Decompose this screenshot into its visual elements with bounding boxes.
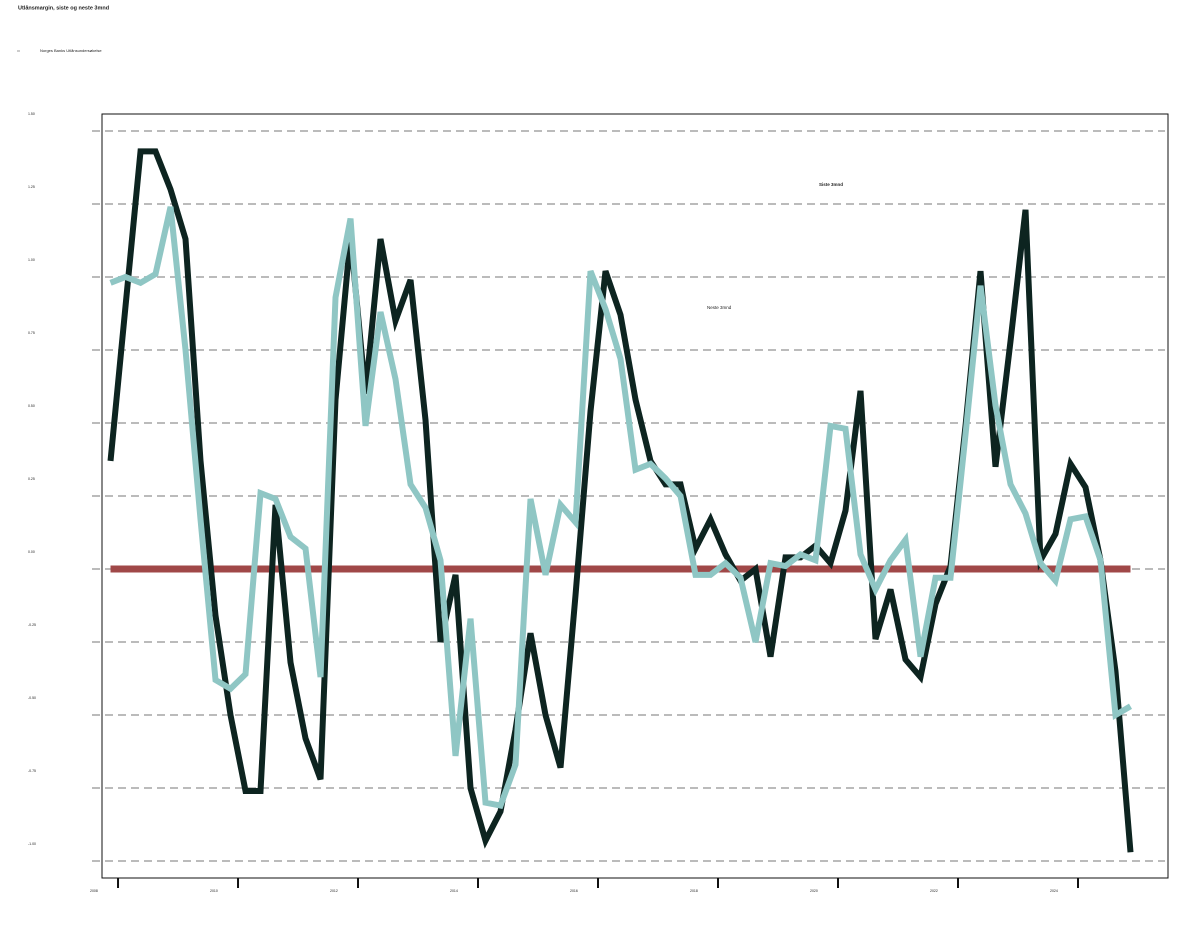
y-tick-label: 0.50 <box>28 404 35 408</box>
series-line <box>109 206 1133 810</box>
x-tick-label: 2022 <box>930 889 938 893</box>
y-tick-label: -0.75 <box>28 769 36 773</box>
y-tick-label: 0.25 <box>28 477 35 481</box>
x-tick-label: 2012 <box>330 889 338 893</box>
series-label: Neste 3mnd <box>707 305 732 310</box>
y-tick-label: 1.00 <box>28 258 35 262</box>
y-tick-label: 0.75 <box>28 331 35 335</box>
x-tick-label: 2010 <box>210 889 218 893</box>
series-line <box>107 148 1134 853</box>
chart-subtitle: Norges Banks Utlånsundersøkelse <box>40 48 102 53</box>
x-tick-label: 2018 <box>690 889 698 893</box>
series-label: Siste 3mnd <box>819 182 843 187</box>
y-tick-label: 0.00 <box>28 550 35 554</box>
plot-frame <box>101 113 1169 879</box>
y-tick-label: -0.25 <box>28 623 36 627</box>
y-tick-label: 1.25 <box>28 185 35 189</box>
y-tick-label: 1.50 <box>28 112 35 116</box>
y-tick-label: -1.00 <box>28 842 36 846</box>
x-tick-label: 2024 <box>1050 889 1058 893</box>
y-tick-label: -0.50 <box>28 696 36 700</box>
x-tick-label: 2014 <box>450 889 458 893</box>
x-tick-label: 2020 <box>810 889 818 893</box>
x-tick-label: 2008 <box>90 889 98 893</box>
x-tick-label: 2016 <box>570 889 578 893</box>
chart-title: Utlånsmargin, siste og neste 3mnd <box>18 4 109 11</box>
